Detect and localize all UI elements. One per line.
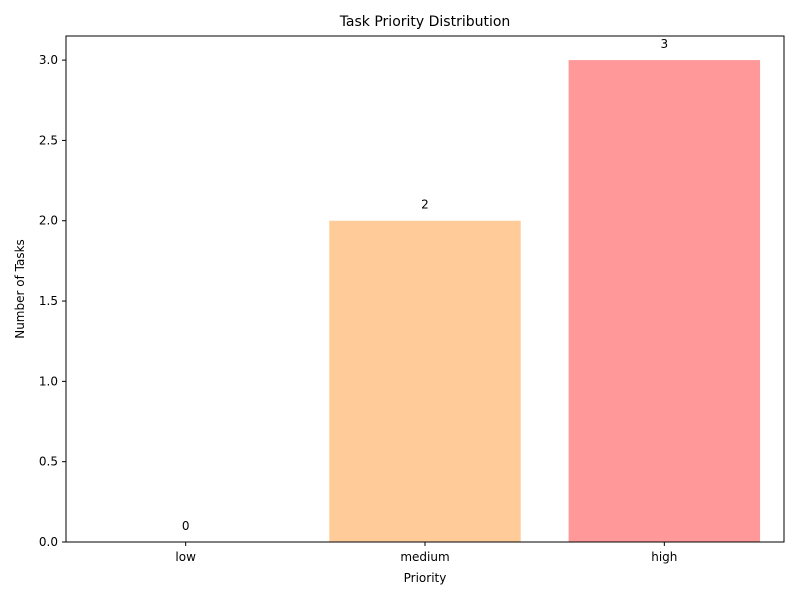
data-label-medium: 2 xyxy=(421,198,429,212)
y-axis-label: Number of Tasks xyxy=(13,239,27,339)
data-label-high: 3 xyxy=(661,37,669,51)
y-axis-ticks: 0.0 0.5 1.0 1.5 2.0 2.5 3.0 xyxy=(39,53,66,549)
x-axis-label: Priority xyxy=(404,571,447,585)
bar-high xyxy=(568,60,761,542)
y-tick-label: 2.5 xyxy=(39,133,58,147)
y-tick-label: 0.5 xyxy=(39,455,58,469)
x-tick-label-high: high xyxy=(651,550,677,564)
x-tick-label-medium: medium xyxy=(400,550,449,564)
y-tick-label: 2.0 xyxy=(39,214,58,228)
y-tick-label: 0.0 xyxy=(39,535,58,549)
data-label-low: 0 xyxy=(182,519,190,533)
y-tick-label: 1.5 xyxy=(39,294,58,308)
bars-group xyxy=(329,60,761,542)
bar-medium xyxy=(329,220,521,542)
y-tick-label: 1.0 xyxy=(39,374,58,388)
x-axis-ticks: low medium high xyxy=(175,542,677,564)
chart-title: Task Priority Distribution xyxy=(339,14,511,30)
y-tick-label: 3.0 xyxy=(39,53,58,67)
data-labels-group: 0 2 3 xyxy=(182,37,668,533)
x-tick-label-low: low xyxy=(175,550,196,564)
plot-frame xyxy=(65,35,785,543)
